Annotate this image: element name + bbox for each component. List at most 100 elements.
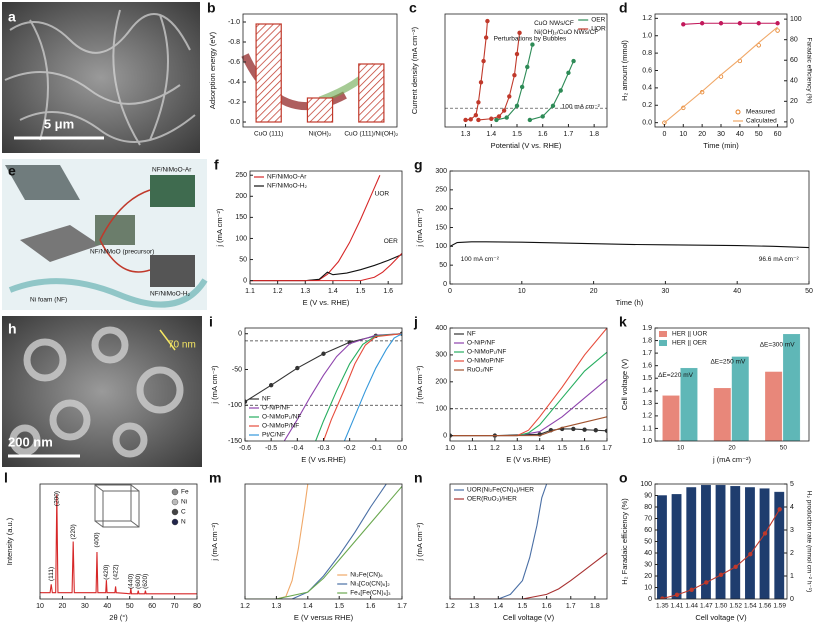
annotation: 96.6 mA cm⁻² <box>759 256 800 263</box>
y-tick-label: 100 <box>435 406 447 413</box>
x-tick-label: 1.7 <box>602 445 612 452</box>
data-point <box>481 58 486 64</box>
y-axis-label: Adsorption energy (eV) <box>208 31 217 109</box>
y-tick-label: 0.6 <box>642 67 652 74</box>
x-tick-label: 0.0 <box>397 445 407 452</box>
annotation: 100 mA cm⁻² <box>461 256 500 263</box>
x-tick-label: 10 <box>679 131 687 138</box>
scale-bar-label: 200 nm <box>8 434 53 449</box>
x-tick-label: 1.8 <box>589 131 599 138</box>
y2-tick-label: 80 <box>790 37 798 44</box>
data-point <box>681 22 686 27</box>
legend-label: NF/NiMoO-Ar <box>267 174 307 181</box>
annotation: OER <box>384 238 398 245</box>
data-point <box>527 117 533 123</box>
legend-label: UOR <box>591 26 606 33</box>
x-tick-label: 50 <box>126 603 134 610</box>
data-point <box>295 365 300 371</box>
legend-label: O-NiMoP₁/NF <box>467 349 506 356</box>
plot-frame <box>654 327 810 442</box>
feature-size: 70 nm <box>168 340 196 351</box>
bar <box>662 395 680 441</box>
y-tick-label: 1.0 <box>642 438 652 445</box>
y-tick-label: 0 <box>648 596 652 603</box>
annotation: CuO NWs/CF <box>534 20 574 27</box>
y-tick-label: 100 <box>235 235 247 242</box>
x-tick-label: 60 <box>774 131 782 138</box>
x-tick-label: 50 <box>780 445 788 452</box>
data-point <box>718 572 724 578</box>
x-tick-label: 20 <box>698 131 706 138</box>
y-tick-label: 100 <box>640 481 652 488</box>
bar <box>657 495 667 599</box>
legend-label: O-NiMoP₁/NF <box>262 414 301 421</box>
x-tick-label: 1.1 <box>468 445 478 452</box>
y-axis-label: j (mA cm⁻²) <box>415 522 424 562</box>
y-tick-label: 200 <box>435 206 447 213</box>
scale-bar-label: 5 μm <box>44 116 74 131</box>
data-point <box>540 114 545 119</box>
panel-label: h <box>8 321 17 337</box>
x-tick-label: 1.52 <box>729 603 742 610</box>
x-tick-label: 1.6 <box>580 445 590 452</box>
data-point <box>473 113 479 118</box>
x-tick-label: 40 <box>103 603 111 610</box>
y-axis-label: j (mA cm⁻²) <box>215 208 224 248</box>
annotation: UOR <box>375 190 390 197</box>
y-tick-label: 100 <box>435 243 447 250</box>
y2-axis-label: H₂ production rate (mmol cm⁻² h⁻¹) <box>805 491 812 593</box>
x-tick-label: 1.2 <box>445 603 455 610</box>
data-point <box>519 84 525 90</box>
y-tick-label: 300 <box>435 352 447 359</box>
bar <box>715 484 726 599</box>
data-point <box>517 30 522 36</box>
x-tick-label: 1.5 <box>557 445 567 452</box>
series-line <box>450 484 548 599</box>
x-tick-label: -0.2 <box>344 445 356 452</box>
panel-label: l <box>4 470 8 486</box>
series-line <box>250 253 402 282</box>
peak-label: (420) <box>103 565 110 580</box>
x-tick-label: 1.2 <box>490 445 500 452</box>
series-line <box>450 552 607 599</box>
data-point <box>496 114 502 119</box>
x-tick-label: 0 <box>662 131 666 138</box>
series-line <box>250 252 402 282</box>
x-tick-label: 1.4 <box>535 445 545 452</box>
y2-axis-label: Faradaic efficiency (%) <box>805 38 812 104</box>
x-tick-label: 10 <box>518 288 526 295</box>
y-tick-label: 1.0 <box>642 33 652 40</box>
x-tick-label: 1.44 <box>685 603 698 610</box>
diagram-label: NF/NiMoO (precursor) <box>90 249 154 256</box>
peak-label: (400) <box>94 532 101 547</box>
y-tick-label: 0.0 <box>230 119 240 126</box>
y-axis-label: Cell voltage (V) <box>620 358 629 410</box>
data-point <box>756 21 761 26</box>
legend-label: Ni₃[Co(CN)₆]₂ <box>350 581 390 588</box>
y2-tick-label: 5 <box>790 481 794 488</box>
bar <box>759 488 770 599</box>
x-tick-label: 1.7 <box>566 603 576 610</box>
y2-tick-label: 0 <box>790 119 794 126</box>
plot-o <box>657 484 785 599</box>
bar <box>731 356 749 441</box>
x-axis-label: Time (min) <box>703 141 739 150</box>
bar <box>255 23 282 123</box>
legend-label: O-NiMoP/NF <box>467 358 504 365</box>
peak-label: (111) <box>48 567 55 581</box>
x-tick-label: 40 <box>736 131 744 138</box>
series-line <box>245 333 402 403</box>
peak-label: (220) <box>70 524 77 539</box>
data-point <box>550 103 556 109</box>
x-tick-label: 1.8 <box>590 603 600 610</box>
y-tick-label: 30 <box>644 561 652 568</box>
x-tick-label: Ni(OH)₂ <box>309 131 332 138</box>
plot-frame <box>449 483 608 600</box>
bar <box>686 487 697 599</box>
x-axis-label: E (V vs.RHE) <box>506 455 551 464</box>
x-tick-label: 1.4 <box>486 131 496 138</box>
x-axis-label: j (mA cm⁻²) <box>712 455 752 464</box>
y2-tick-label: 2 <box>790 550 794 557</box>
series-line <box>529 60 575 121</box>
